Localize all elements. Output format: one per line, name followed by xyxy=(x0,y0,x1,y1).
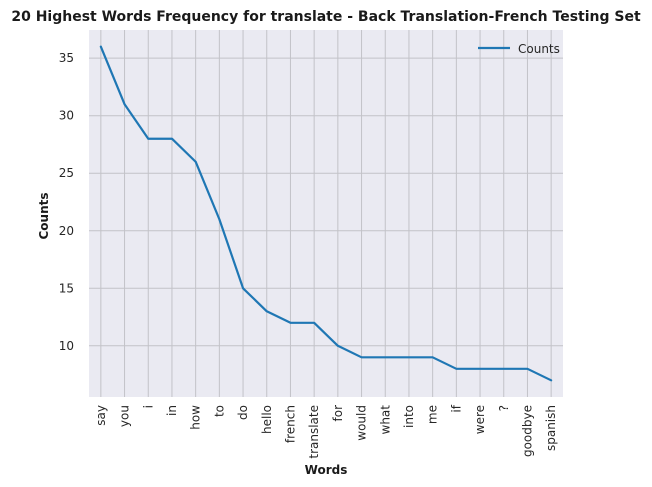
x-tick-label: what xyxy=(378,405,392,435)
x-axis-ticks: say you i in how to do hello french translate for w… xyxy=(94,404,558,458)
y-tick-label: 25 xyxy=(59,166,74,180)
y-tick-label: 10 xyxy=(59,339,74,353)
x-tick-label: into xyxy=(402,405,416,428)
chart-title: 20 Highest Words Frequency for translate… xyxy=(11,9,641,25)
x-tick-label: if xyxy=(449,404,463,412)
series-line-counts xyxy=(99,45,553,382)
x-tick-label: were xyxy=(473,405,487,434)
grid xyxy=(89,30,563,397)
x-tick-label: do xyxy=(236,405,250,420)
x-tick-label: hello xyxy=(260,405,274,434)
x-axis-label: Words xyxy=(305,463,348,477)
y-tick-label: 20 xyxy=(59,224,74,238)
x-tick-label: for xyxy=(331,405,345,422)
x-tick-label: would xyxy=(355,405,369,441)
x-tick-label: how xyxy=(189,405,203,430)
x-tick-label: you xyxy=(118,405,132,427)
y-axis-ticks: 10 15 20 25 30 35 xyxy=(59,51,74,353)
x-tick-label: in xyxy=(165,405,179,416)
legend: Counts xyxy=(478,42,560,56)
y-tick-label: 35 xyxy=(59,51,74,65)
y-tick-label: 30 xyxy=(59,109,74,123)
x-tick-label: to xyxy=(212,405,226,417)
x-tick-label: me xyxy=(426,405,440,424)
x-tick-label: goodbye xyxy=(520,405,534,457)
x-tick-label: french xyxy=(283,405,297,443)
x-tick-label: say xyxy=(94,405,108,426)
y-axis-label: Counts xyxy=(37,192,51,239)
y-tick-label: 15 xyxy=(59,281,74,295)
plot-area xyxy=(89,30,563,397)
x-tick-label: spanish xyxy=(544,405,558,451)
x-tick-label: translate xyxy=(307,405,321,459)
x-tick-label: i xyxy=(141,405,155,408)
legend-label: Counts xyxy=(518,42,560,56)
x-tick-label: ? xyxy=(497,405,511,411)
